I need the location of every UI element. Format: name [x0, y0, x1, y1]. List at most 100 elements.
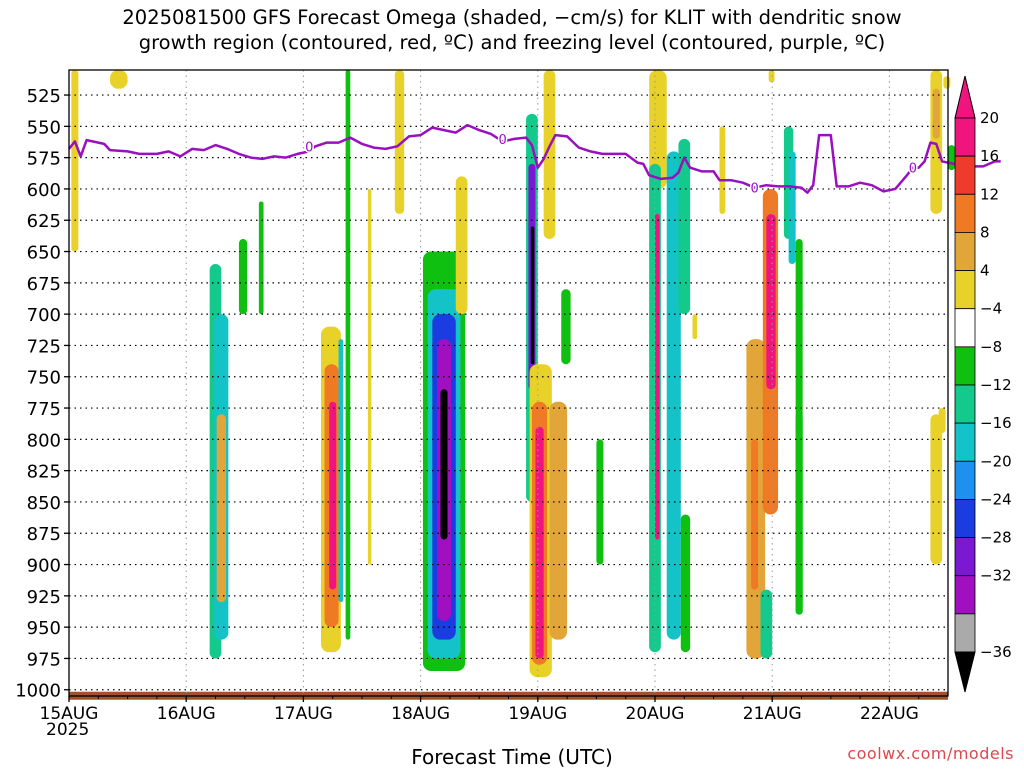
colorbar-label: −28 [980, 529, 1012, 547]
colorbar-swatch [954, 422, 976, 462]
y-tick-label: 575 [27, 149, 61, 170]
colorbar-swatch [954, 270, 976, 310]
colorbar-label: −36 [980, 643, 1012, 661]
y-tick-label: 525 [27, 86, 61, 107]
freezing-level-label: 0 [305, 140, 313, 155]
colorbar-swatch [954, 575, 976, 615]
colorbar-label: −4 [980, 300, 1002, 318]
omega-patch [549, 401, 568, 640]
watermark: coolwx.com/models [847, 744, 1014, 763]
colorbar-label: −20 [980, 452, 1012, 470]
omega-patch [768, 70, 775, 83]
omega-patch [338, 339, 344, 603]
x-axis: 15AUG 16AUG 17AUG 18AUG 19AUG 20AUG 21AUG 22AUG [40, 696, 920, 724]
omega-patch [655, 213, 660, 540]
omega-patch [649, 70, 667, 189]
omega-patch [930, 414, 943, 565]
omega-patch [719, 126, 726, 214]
omega-patch [666, 151, 681, 640]
colorbar-swatch [954, 499, 976, 538]
y-tick-label: 825 [27, 462, 61, 483]
chart-title-line-2: growth region (contoured, red, ºC) and f… [138, 31, 886, 54]
x-tick-label: 22AUG [860, 704, 919, 724]
colorbar-bottom-arrow [954, 651, 976, 693]
y-tick-label: 950 [27, 618, 61, 639]
omega-patch [71, 70, 79, 252]
omega-patch [788, 151, 796, 265]
omega-shading [71, 70, 964, 678]
omega-patch [932, 88, 940, 139]
x-tick-label: 20AUG [626, 704, 685, 724]
colorbar-swatch [954, 117, 976, 157]
x-tick-label: 18AUG [391, 704, 450, 724]
omega-patch [345, 70, 351, 640]
colorbar-swatch [954, 308, 976, 348]
omega-patch [394, 70, 405, 214]
x-tick-label: 21AUG [743, 704, 802, 724]
y-tick-label: 600 [27, 180, 61, 201]
freezing-level-line [68, 123, 1001, 194]
colorbar-swatch [954, 460, 976, 500]
omega-patch [943, 76, 951, 89]
omega-patch [766, 213, 776, 390]
freezing-level-label: 0 [750, 182, 758, 197]
y-tick-label: 1000 [15, 681, 61, 702]
omega-patch [238, 239, 248, 315]
colorbar-swatch [954, 537, 976, 577]
colorbar-label: −24 [980, 490, 1012, 508]
y-tick-label: 650 [27, 243, 61, 264]
y-tick-label: 750 [27, 368, 61, 389]
colorbar-top-arrow [954, 75, 976, 119]
colorbar-label: 16 [980, 147, 999, 165]
omega-patch [938, 408, 946, 434]
y-tick-label: 675 [27, 274, 61, 295]
y-tick-label: 975 [27, 649, 61, 670]
colorbar-label: −8 [980, 338, 1002, 356]
colorbar-label: −16 [980, 414, 1012, 432]
omega-patch [367, 188, 372, 565]
y-axis: 525 550 575 600 625 650 675 700 725 750 775 800 825 8… [15, 86, 69, 702]
colorbar-label: 12 [980, 185, 999, 203]
colorbar-swatch [954, 155, 976, 195]
omega-patch [258, 201, 264, 315]
colorbar-swatch [954, 232, 976, 271]
omega-patch [795, 414, 803, 615]
freezing-level-label: 0 [909, 162, 917, 177]
y-tick-label: 875 [27, 524, 61, 545]
x-tick-label: 19AUG [508, 704, 567, 724]
y-tick-label: 925 [27, 587, 61, 608]
omega-patch [216, 414, 227, 603]
y-tick-label: 900 [27, 556, 61, 577]
colorbar-label: 8 [980, 223, 990, 241]
colorbar-label: −12 [980, 376, 1012, 394]
colorbar-swatch [954, 613, 976, 653]
x-axis-year: 2025 [46, 720, 90, 740]
omega-patch [455, 176, 468, 315]
x-tick-label: 15AUG [40, 704, 99, 724]
y-tick-label: 800 [27, 430, 61, 451]
y-tick-label: 700 [27, 305, 61, 326]
omega-patch [760, 589, 773, 659]
x-axis-label: Forecast Time (UTC) [411, 745, 613, 769]
y-tick-label: 725 [27, 336, 61, 357]
omega-patch [110, 70, 128, 89]
colorbar-label: 4 [980, 262, 990, 280]
omega-patch [692, 314, 698, 340]
omega-patch [440, 389, 448, 540]
freezing-level-label: 0 [498, 133, 506, 148]
colorbar-swatch [954, 346, 976, 386]
x-tick-label: 16AUG [157, 704, 216, 724]
y-tick-label: 550 [27, 117, 61, 138]
y-tick-label: 625 [27, 211, 61, 232]
y-tick-label: 850 [27, 493, 61, 514]
omega-patch [680, 514, 691, 653]
colorbar-swatch [954, 384, 976, 424]
x-tick-label: 17AUG [274, 704, 333, 724]
colorbar-swatch [954, 193, 976, 233]
y-tick-label: 775 [27, 399, 61, 420]
omega-patch [329, 401, 337, 590]
grid [69, 70, 948, 696]
omega-patch [751, 439, 759, 590]
colorbar-label: 20 [980, 109, 999, 127]
